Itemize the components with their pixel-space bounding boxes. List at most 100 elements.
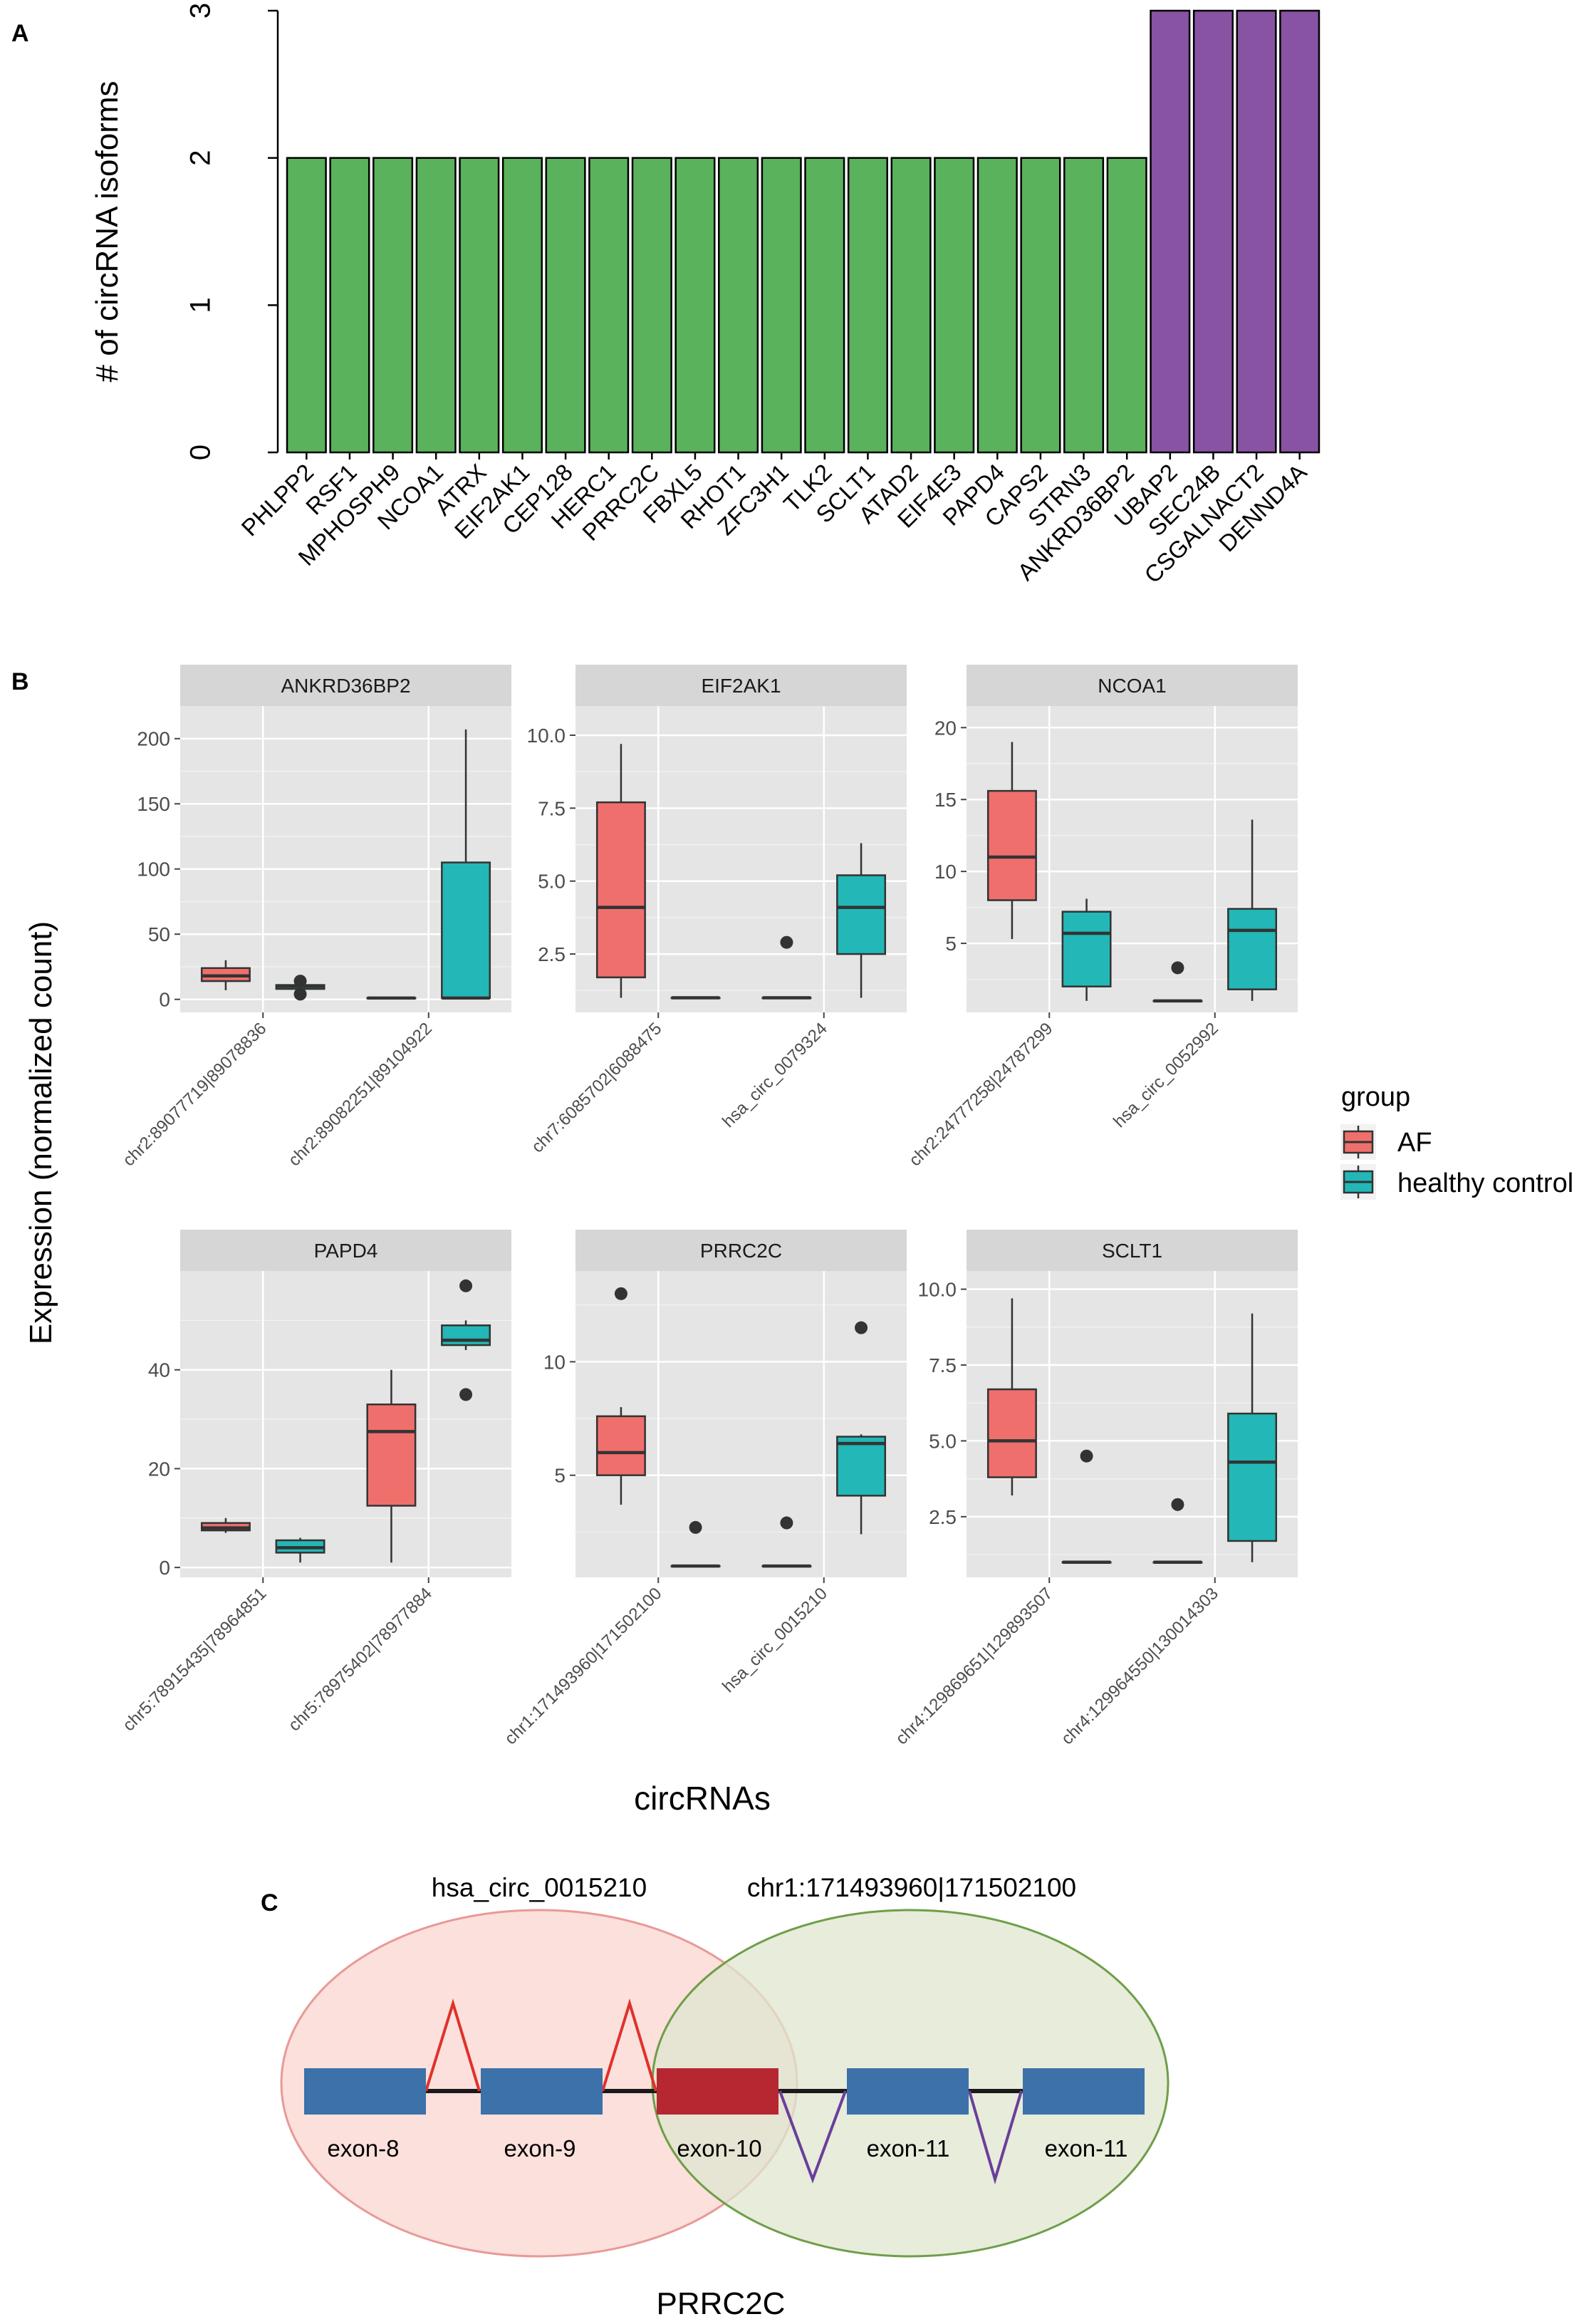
exon-10 [657, 2068, 778, 2115]
facet-eif2ak1: EIF2AK1 2.5 5.0 7.5 10.0 chr7:6085702|6088475… [527, 665, 907, 1157]
gene-label: PRRC2C [657, 2286, 786, 2321]
exon-label-10: exon-10 [677, 2135, 761, 2162]
facet-title: PAPD4 [314, 1240, 378, 1262]
box-af [595, 1287, 646, 1505]
bar-chart-panel-a: # of circRNA isoforms0123PHLPP2RSF1MPHOS… [90, 3, 1320, 588]
box-af [986, 742, 1037, 940]
y-tick-label: 2.5 [538, 943, 566, 965]
y-tick-label: 1 [185, 297, 217, 313]
legend-label-af: AF [1397, 1128, 1432, 1158]
x-tick-label: chr4:129964550|130014303 [1058, 1584, 1222, 1748]
facet-papd4: PAPD4 0 20 40 chr5:78915435|78964851 chr5:789… [119, 1230, 511, 1735]
y-tick-label: 10 [934, 861, 957, 883]
box-healthy-control [275, 1537, 325, 1563]
panel-label-c: C [261, 1889, 278, 1916]
bar [847, 157, 888, 454]
outlier-point [780, 1516, 793, 1530]
facet-strip [180, 1230, 511, 1271]
legend-title: group [1341, 1082, 1410, 1112]
box-iqr [366, 1404, 417, 1507]
y-tick-label: 0 [185, 445, 217, 460]
box-iqr [836, 1436, 887, 1497]
x-tick-label: hsa_circ_0052992 [1110, 1019, 1222, 1131]
y-tick-label: 20 [934, 717, 957, 739]
exon-11-a [847, 2068, 969, 2115]
bar [804, 157, 845, 454]
x-tick-label: chr4:129869651|129893507 [892, 1584, 1056, 1748]
y-tick-label: 100 [137, 858, 170, 881]
outlier-point [293, 987, 307, 1001]
outlier-point [1080, 1449, 1093, 1463]
bar [1063, 157, 1105, 454]
box-healthy-control [275, 975, 325, 1001]
splice-arc-purple-2 [968, 2090, 1023, 2185]
exon-label-11-b: exon-11 [1045, 2135, 1128, 2162]
box-healthy-control [441, 729, 491, 1000]
y-tick-label: 2.5 [929, 1506, 957, 1528]
bar [976, 157, 1018, 454]
box-af [1152, 1498, 1203, 1564]
x-tick-label: hsa_circ_0079324 [719, 1019, 831, 1131]
bar [934, 157, 975, 454]
label-hsa-circ: hsa_circ_0015210 [432, 1873, 647, 1902]
bar [674, 157, 716, 454]
bar [1192, 9, 1234, 454]
y-tick-label: 3 [185, 3, 217, 19]
facet-title: PRRC2C [700, 1240, 782, 1262]
outlier-point [689, 1520, 702, 1534]
y-tick-label: 50 [148, 923, 170, 945]
box-af [200, 1518, 251, 1533]
bar [761, 157, 802, 454]
box-healthy-control [1227, 1313, 1278, 1562]
bar [329, 157, 370, 454]
box-iqr [595, 801, 646, 979]
outlier-point [855, 1321, 868, 1334]
box-iqr [441, 1324, 491, 1347]
legend-item-healthy-control: healthy control [1340, 1164, 1573, 1200]
x-tick-label: chr2:89077719|89078836 [119, 1019, 270, 1170]
x-tick-label: hsa_circ_0015210 [719, 1584, 831, 1696]
y-tick-label: 5 [554, 1465, 566, 1487]
splice-arc-red-2 [601, 1998, 657, 2092]
bar [501, 157, 543, 454]
box-iqr [1227, 908, 1278, 990]
box-af [761, 1516, 812, 1568]
splice-arc-red-1 [424, 1998, 481, 2092]
panel-label-a: A [11, 20, 29, 47]
bar [588, 157, 630, 454]
x-tick-label: chr2:89082251|89104922 [285, 1019, 436, 1170]
y-tick-label: 7.5 [538, 797, 566, 819]
bar [718, 157, 759, 454]
box-af [366, 1369, 417, 1563]
exon-label-11-a: exon-11 [867, 2135, 950, 2162]
facet-strip [180, 665, 511, 706]
outlier-point [459, 1279, 473, 1292]
box-healthy-control [670, 1520, 721, 1568]
box-iqr [836, 874, 887, 955]
x-tick-label: chr2:24777258|24787299 [905, 1019, 1056, 1170]
facet-sclt1: SCLT1 2.5 5.0 7.5 10.0 chr4:129869651|1298935… [892, 1230, 1298, 1748]
boxplot-panel-b: Expression (normalized count) circRNAs ANK… [24, 665, 1298, 1817]
x-tick-label: chr1:171493960|171502100 [501, 1584, 665, 1748]
box-iqr [441, 861, 491, 1000]
y-tick-label: 150 [137, 793, 170, 815]
y-tick-label: 2 [185, 150, 217, 166]
bar [545, 157, 586, 454]
y-tick-label: 5.0 [929, 1430, 957, 1452]
facet-ncoa1: NCOA1 5 10 15 20 chr2:24777258|24787299 hsa_ci… [905, 665, 1298, 1170]
y-tick-label: 10 [543, 1351, 566, 1373]
facet-title: NCOA1 [1098, 675, 1166, 697]
box-af [761, 935, 812, 1000]
bar [631, 157, 672, 454]
box-healthy-control [1061, 1449, 1112, 1564]
bar [373, 157, 414, 454]
y-tick-label: 5 [945, 933, 957, 955]
y-tick-label: 5.0 [538, 871, 566, 893]
exon-8 [304, 2068, 426, 2115]
legend-item-af: AF [1340, 1124, 1432, 1160]
outlier-point [293, 975, 307, 988]
exon-label-9: exon-9 [504, 2135, 576, 2162]
outlier-point [459, 1388, 473, 1401]
facet-title: ANKRD36BP2 [281, 675, 410, 697]
